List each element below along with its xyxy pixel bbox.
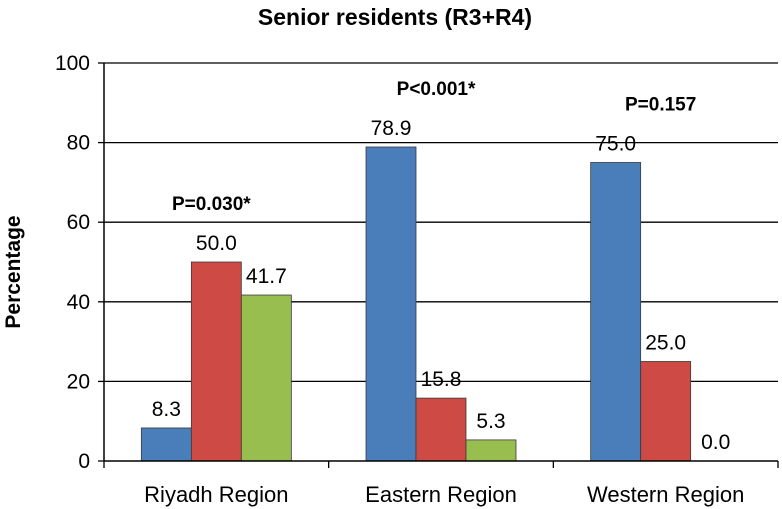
bar xyxy=(240,294,292,462)
chart-title: Senior residents (R3+R4) xyxy=(258,4,532,30)
bar xyxy=(590,162,642,462)
data-label: 0.0 xyxy=(701,431,730,454)
bar xyxy=(190,261,242,462)
data-label: 5.3 xyxy=(476,410,505,433)
y-tick-label: 100 xyxy=(55,52,90,75)
p-value-annotation: P=0.030* xyxy=(172,194,251,215)
data-label: 78.9 xyxy=(371,117,412,140)
bar xyxy=(365,146,417,462)
data-label: 25.0 xyxy=(645,332,686,355)
y-tick-label: 60 xyxy=(67,211,90,234)
data-label: 41.7 xyxy=(246,265,287,288)
data-label: 50.0 xyxy=(196,232,237,255)
x-tick-label: Western Region xyxy=(587,482,744,507)
p-value-annotation: P=0.157 xyxy=(625,95,696,116)
bar xyxy=(415,397,467,462)
bar xyxy=(140,427,192,462)
y-tick-label: 20 xyxy=(67,370,90,393)
data-label: 8.3 xyxy=(152,398,181,421)
bar xyxy=(465,439,517,462)
x-tick-label: Riyadh Region xyxy=(144,482,288,507)
y-axis-label: Percentage xyxy=(2,215,25,328)
y-tick-label: 80 xyxy=(67,132,90,155)
data-label: 15.8 xyxy=(421,368,462,391)
p-value-annotation: P<0.001* xyxy=(397,79,476,100)
y-tick-label: 40 xyxy=(67,291,90,314)
data-label: 75.0 xyxy=(595,133,636,156)
x-tick-label: Eastern Region xyxy=(365,482,517,507)
bar xyxy=(640,361,692,462)
y-tick-label: 0 xyxy=(78,450,90,473)
